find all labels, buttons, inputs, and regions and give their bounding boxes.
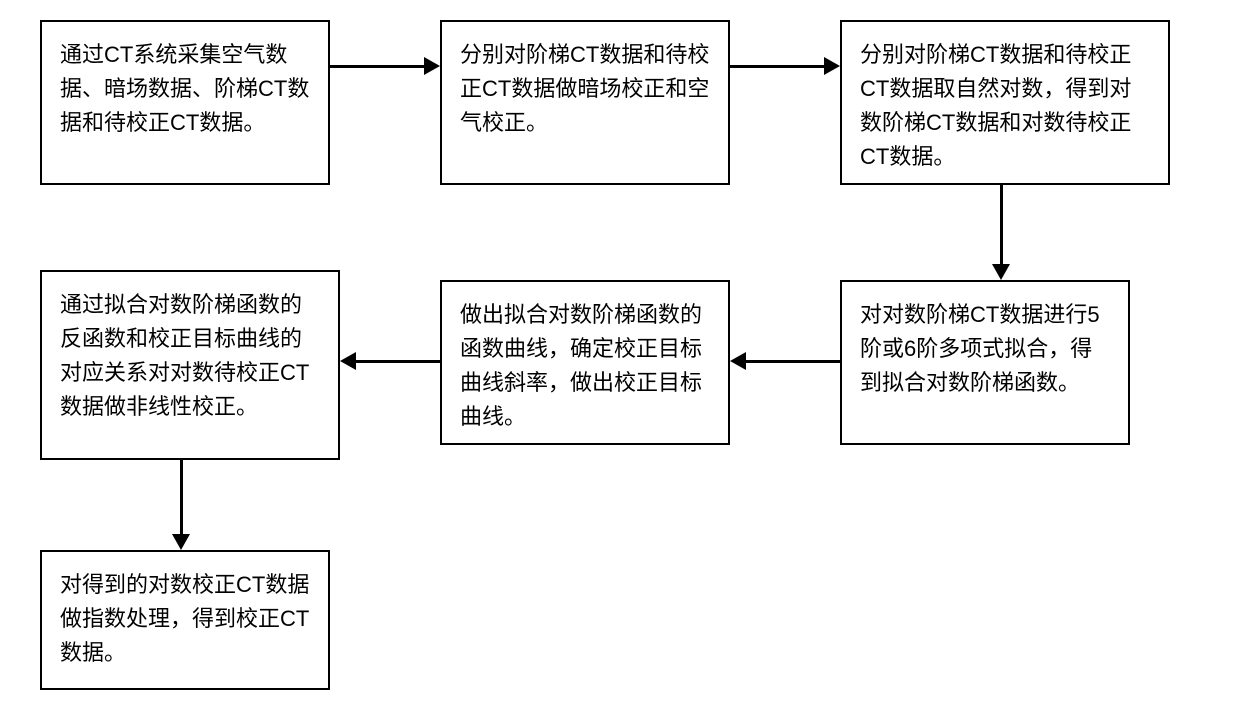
edge-n2-n3-head xyxy=(824,57,840,75)
edge-n2-n3-line xyxy=(730,65,824,68)
flow-node-5: 做出拟合对数阶梯函数的函数曲线，确定校正目标曲线斜率，做出校正目标曲线。 xyxy=(440,280,730,445)
edge-n4-n5-line xyxy=(746,360,840,363)
edge-n5-n6-head xyxy=(340,352,356,370)
flow-node-7: 对得到的对数校正CT数据做指数处理，得到校正CT数据。 xyxy=(40,550,330,690)
edge-n1-n2-head xyxy=(424,57,440,75)
edge-n3-n4-line xyxy=(1000,185,1003,264)
edge-n4-n5-head xyxy=(730,352,746,370)
flow-node-4: 对对数阶梯CT数据进行5阶或6阶多项式拟合，得到拟合对数阶梯函数。 xyxy=(840,280,1130,445)
flow-node-3: 分别对阶梯CT数据和待校正CT数据取自然对数，得到对数阶梯CT数据和对数待校正C… xyxy=(840,20,1170,185)
flow-node-6: 通过拟合对数阶梯函数的反函数和校正目标曲线的对应关系对对数待校正CT数据做非线性… xyxy=(40,270,340,460)
edge-n6-n7-head xyxy=(172,534,190,550)
edge-n5-n6-line xyxy=(356,360,440,363)
flow-node-1: 通过CT系统采集空气数据、暗场数据、阶梯CT数据和待校正CT数据。 xyxy=(40,20,330,185)
edge-n1-n2-line xyxy=(330,65,424,68)
edge-n3-n4-head xyxy=(992,264,1010,280)
edge-n6-n7-line xyxy=(180,460,183,534)
flow-node-2: 分别对阶梯CT数据和待校正CT数据做暗场校正和空气校正。 xyxy=(440,20,730,185)
